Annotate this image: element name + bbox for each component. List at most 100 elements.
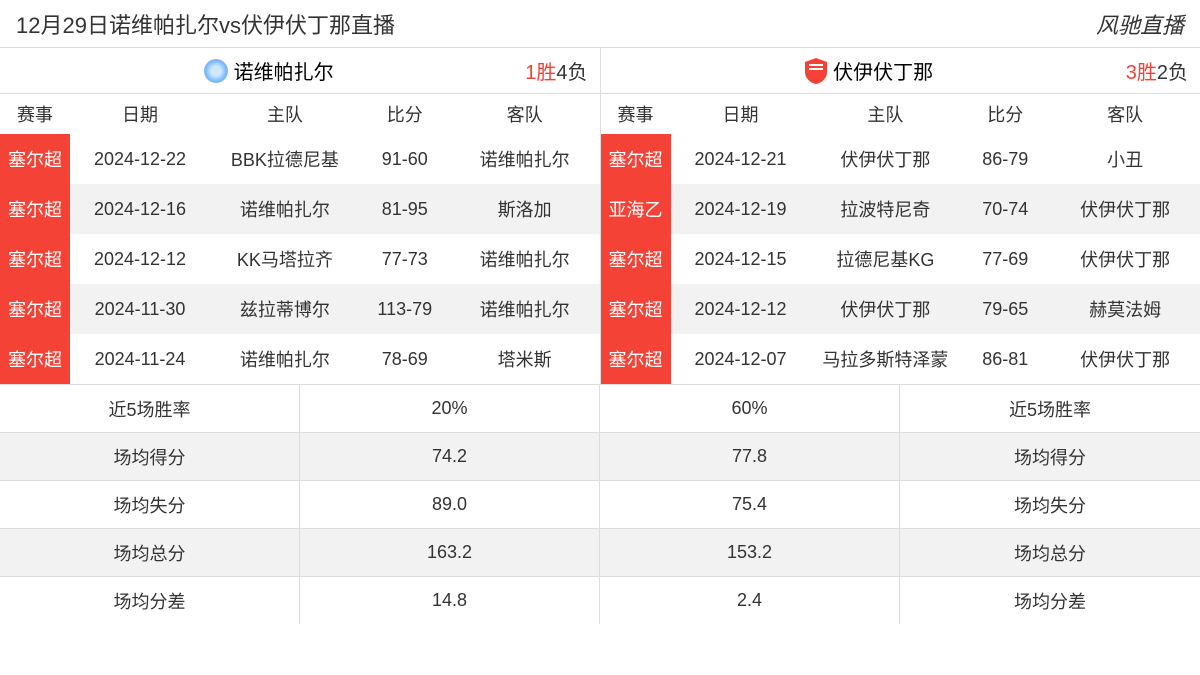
- cell-score: 86-79: [960, 149, 1050, 170]
- stat-label-right: 近5场胜率: [900, 385, 1200, 432]
- stat-value-right: 77.8: [600, 433, 900, 480]
- stat-value-right: 60%: [600, 385, 900, 432]
- stat-value-right: 2.4: [600, 577, 900, 624]
- table-row: 塞尔超2024-12-12KK马塔拉齐77-73诺维帕扎尔: [0, 234, 600, 284]
- right-table-body: 塞尔超2024-12-21伏伊伏丁那86-79小丑亚海乙2024-12-19拉波…: [601, 134, 1200, 384]
- right-team-name-wrap: 伏伊伏丁那: [613, 56, 1126, 85]
- cell-away: 诺维帕扎尔: [450, 246, 600, 272]
- stat-value-right: 153.2: [600, 529, 900, 576]
- table-row: 塞尔超2024-11-30兹拉蒂博尔113-79诺维帕扎尔: [0, 284, 600, 334]
- th-away: 客队: [450, 101, 600, 127]
- cell-home: 伏伊伏丁那: [811, 296, 961, 322]
- th-home: 主队: [210, 101, 360, 127]
- stats-row: 场均得分74.277.8场均得分: [0, 432, 1200, 480]
- left-team-name-wrap: 诺维帕扎尔: [12, 56, 525, 85]
- cell-score: 78-69: [360, 349, 450, 370]
- cell-away: 小丑: [1050, 146, 1200, 172]
- event-badge: 塞尔超: [0, 334, 70, 384]
- cell-score: 79-65: [960, 299, 1050, 320]
- left-win-suffix: 胜: [536, 62, 556, 84]
- stats-row: 场均分差14.82.4场均分差: [0, 576, 1200, 624]
- th-score: 比分: [360, 101, 450, 127]
- cell-away: 诺维帕扎尔: [450, 146, 600, 172]
- left-team-header: 诺维帕扎尔 1胜4负: [0, 48, 600, 94]
- cell-date: 2024-11-24: [70, 349, 210, 370]
- table-row: 塞尔超2024-12-07马拉多斯特泽蒙86-81伏伊伏丁那: [601, 334, 1200, 384]
- stat-label-left: 近5场胜率: [0, 385, 300, 432]
- table-row: 塞尔超2024-11-24诺维帕扎尔78-69塔米斯: [0, 334, 600, 384]
- cell-away: 诺维帕扎尔: [450, 296, 600, 322]
- left-team-column: 诺维帕扎尔 1胜4负 赛事 日期 主队 比分 客队 塞尔超2024-12-22B…: [0, 48, 601, 384]
- stat-label-right: 场均得分: [900, 433, 1200, 480]
- left-table-body: 塞尔超2024-12-22BBK拉德尼基91-60诺维帕扎尔塞尔超2024-12…: [0, 134, 600, 384]
- stats-section: 近5场胜率20%60%近5场胜率场均得分74.277.8场均得分场均失分89.0…: [0, 384, 1200, 624]
- right-losses: 2: [1157, 62, 1168, 84]
- left-loss-suffix: 负: [568, 62, 588, 84]
- right-team-name: 伏伊伏丁那: [833, 56, 933, 85]
- cell-date: 2024-12-16: [70, 199, 210, 220]
- th-score: 比分: [960, 101, 1050, 127]
- th-event: 赛事: [0, 101, 70, 127]
- cell-away: 伏伊伏丁那: [1050, 196, 1200, 222]
- stat-value-left: 163.2: [300, 529, 600, 576]
- cell-away: 伏伊伏丁那: [1050, 246, 1200, 272]
- event-badge: 塞尔超: [601, 234, 671, 284]
- cell-score: 113-79: [360, 299, 450, 320]
- cell-date: 2024-12-22: [70, 149, 210, 170]
- cell-date: 2024-11-30: [70, 299, 210, 320]
- cell-home: 拉德尼基KG: [811, 246, 961, 272]
- cell-date: 2024-12-21: [671, 149, 811, 170]
- event-badge: 塞尔超: [0, 234, 70, 284]
- left-team-name: 诺维帕扎尔: [234, 56, 334, 85]
- cell-date: 2024-12-12: [70, 249, 210, 270]
- cell-home: 拉波特尼奇: [811, 196, 961, 222]
- th-event: 赛事: [601, 101, 671, 127]
- table-row: 亚海乙2024-12-19拉波特尼奇70-74伏伊伏丁那: [601, 184, 1200, 234]
- event-badge: 塞尔超: [0, 284, 70, 334]
- table-row: 塞尔超2024-12-16诺维帕扎尔81-95斯洛加: [0, 184, 600, 234]
- cell-date: 2024-12-19: [671, 199, 811, 220]
- stat-label-right: 场均分差: [900, 577, 1200, 624]
- brand-name: 风驰直播: [1096, 8, 1184, 40]
- table-row: 塞尔超2024-12-12伏伊伏丁那79-65赫莫法姆: [601, 284, 1200, 334]
- left-table-header: 赛事 日期 主队 比分 客队: [0, 94, 600, 134]
- stats-row: 场均总分163.2153.2场均总分: [0, 528, 1200, 576]
- cell-date: 2024-12-07: [671, 349, 811, 370]
- event-badge: 塞尔超: [0, 134, 70, 184]
- th-date: 日期: [671, 101, 811, 127]
- stat-value-left: 89.0: [300, 481, 600, 528]
- event-badge: 塞尔超: [601, 284, 671, 334]
- event-badge: 亚海乙: [601, 184, 671, 234]
- cell-away: 塔米斯: [450, 346, 600, 372]
- event-badge: 塞尔超: [601, 334, 671, 384]
- left-team-record: 1胜4负: [525, 56, 587, 85]
- cell-score: 70-74: [960, 199, 1050, 220]
- right-team-header: 伏伊伏丁那 3胜2负: [601, 48, 1200, 94]
- event-badge: 塞尔超: [0, 184, 70, 234]
- stat-value-left: 14.8: [300, 577, 600, 624]
- stat-value-right: 75.4: [600, 481, 900, 528]
- cell-home: 马拉多斯特泽蒙: [811, 346, 961, 372]
- stats-row: 近5场胜率20%60%近5场胜率: [0, 384, 1200, 432]
- left-losses: 4: [556, 62, 567, 84]
- table-row: 塞尔超2024-12-21伏伊伏丁那86-79小丑: [601, 134, 1200, 184]
- stat-label-right: 场均失分: [900, 481, 1200, 528]
- cell-score: 77-73: [360, 249, 450, 270]
- cell-away: 赫莫法姆: [1050, 296, 1200, 322]
- right-wins: 3: [1126, 62, 1137, 84]
- stats-row: 场均失分89.075.4场均失分: [0, 480, 1200, 528]
- cell-score: 77-69: [960, 249, 1050, 270]
- cell-home: 诺维帕扎尔: [210, 346, 360, 372]
- page-title: 12月29日诺维帕扎尔vs伏伊伏丁那直播: [16, 8, 395, 40]
- th-home: 主队: [811, 101, 961, 127]
- stat-label-left: 场均失分: [0, 481, 300, 528]
- right-team-column: 伏伊伏丁那 3胜2负 赛事 日期 主队 比分 客队 塞尔超2024-12-21伏…: [601, 48, 1200, 384]
- cell-home: 诺维帕扎尔: [210, 196, 360, 222]
- stat-label-left: 场均得分: [0, 433, 300, 480]
- cell-home: 兹拉蒂博尔: [210, 296, 360, 322]
- stat-label-left: 场均总分: [0, 529, 300, 576]
- cell-away: 伏伊伏丁那: [1050, 346, 1200, 372]
- stat-label-right: 场均总分: [900, 529, 1200, 576]
- cell-home: KK马塔拉齐: [210, 246, 360, 272]
- cell-score: 86-81: [960, 349, 1050, 370]
